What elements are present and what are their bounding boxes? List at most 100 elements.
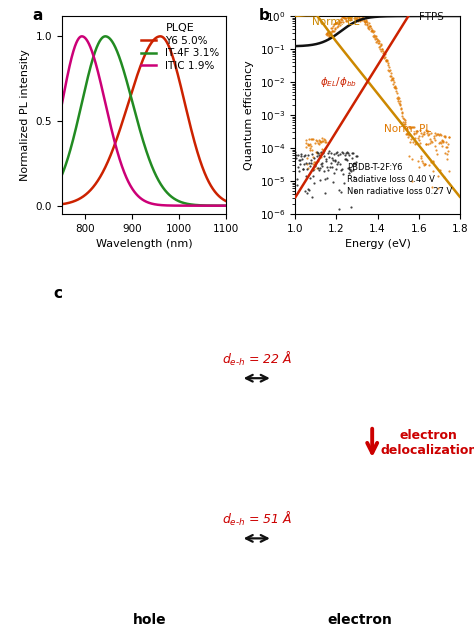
Point xyxy=(312,135,320,145)
Point xyxy=(439,137,447,147)
Point xyxy=(359,15,366,25)
Point xyxy=(335,204,343,214)
Point xyxy=(313,163,320,173)
Point xyxy=(305,140,312,150)
Point xyxy=(344,163,352,173)
Point xyxy=(407,134,415,144)
Point xyxy=(366,21,374,31)
Point xyxy=(410,129,418,140)
Point xyxy=(366,21,374,31)
Point xyxy=(314,148,321,158)
Point xyxy=(441,131,449,141)
Point xyxy=(412,127,420,138)
Point xyxy=(343,154,351,164)
Text: $d_{e\text{-}h}$ = 22 Å: $d_{e\text{-}h}$ = 22 Å xyxy=(221,350,292,368)
Point xyxy=(389,74,397,84)
Point xyxy=(398,111,406,121)
Point xyxy=(319,145,327,156)
Point xyxy=(346,12,353,22)
Point xyxy=(356,14,364,24)
Point xyxy=(404,129,411,140)
Point xyxy=(348,148,356,159)
X-axis label: Wavelength (nm): Wavelength (nm) xyxy=(96,239,192,250)
Point xyxy=(304,163,312,173)
Point xyxy=(364,22,372,32)
Point xyxy=(321,188,328,198)
Point xyxy=(420,127,428,137)
Point xyxy=(353,12,361,22)
IT-4F 3.1% xyxy=(59,172,64,180)
Point xyxy=(390,79,397,89)
Point xyxy=(369,31,377,41)
Point xyxy=(401,117,409,127)
Point xyxy=(373,36,381,47)
Point xyxy=(407,122,415,132)
Point xyxy=(343,16,351,26)
Point xyxy=(376,41,383,51)
Point xyxy=(343,11,351,21)
Point xyxy=(411,133,419,143)
Point xyxy=(331,156,339,166)
Point xyxy=(373,33,380,44)
Point xyxy=(305,158,313,168)
Point xyxy=(431,135,438,145)
Point xyxy=(310,172,317,182)
Point xyxy=(310,177,318,188)
Point xyxy=(438,134,446,145)
Point xyxy=(385,65,392,76)
Point xyxy=(317,159,324,169)
Point xyxy=(372,30,379,40)
Point xyxy=(321,174,329,184)
Point xyxy=(337,159,344,169)
Point xyxy=(401,119,409,129)
Point xyxy=(350,158,357,168)
Point xyxy=(351,172,358,182)
Point xyxy=(333,17,341,27)
Y-axis label: Quantum efficiency: Quantum efficiency xyxy=(245,60,255,170)
Point xyxy=(296,155,304,165)
Point xyxy=(337,17,345,27)
Point xyxy=(433,148,440,159)
Point xyxy=(308,145,316,155)
Y6 5.0% xyxy=(59,200,64,208)
Point xyxy=(383,54,391,65)
Point xyxy=(331,24,339,35)
Point xyxy=(345,150,353,160)
Point xyxy=(303,159,311,169)
Point xyxy=(413,125,421,136)
Point xyxy=(361,17,368,27)
Point xyxy=(298,154,306,164)
Point xyxy=(328,26,336,36)
Point xyxy=(333,159,340,169)
Point xyxy=(370,26,377,36)
Point xyxy=(382,55,389,65)
Point xyxy=(301,150,309,161)
Point xyxy=(399,113,407,124)
Point xyxy=(425,140,432,150)
Point xyxy=(358,12,366,22)
Point xyxy=(311,161,319,171)
Point xyxy=(381,49,389,60)
Point xyxy=(353,151,361,161)
Point xyxy=(445,166,453,177)
Point xyxy=(419,158,427,168)
Point xyxy=(417,138,424,148)
Point xyxy=(318,147,325,157)
Point xyxy=(435,130,443,140)
IT-4F 3.1% xyxy=(138,131,144,139)
Point xyxy=(322,29,330,40)
Point xyxy=(419,160,427,170)
Point xyxy=(341,13,349,23)
ITIC 1.9% xyxy=(138,195,144,203)
Point xyxy=(388,74,395,84)
Point xyxy=(348,153,356,163)
Point xyxy=(323,30,330,40)
Point xyxy=(346,164,354,175)
Point xyxy=(347,13,355,23)
Point xyxy=(408,177,415,187)
Point xyxy=(429,166,437,176)
Point xyxy=(415,161,422,172)
Point xyxy=(352,158,359,168)
Point xyxy=(296,166,303,177)
Point xyxy=(347,202,355,212)
